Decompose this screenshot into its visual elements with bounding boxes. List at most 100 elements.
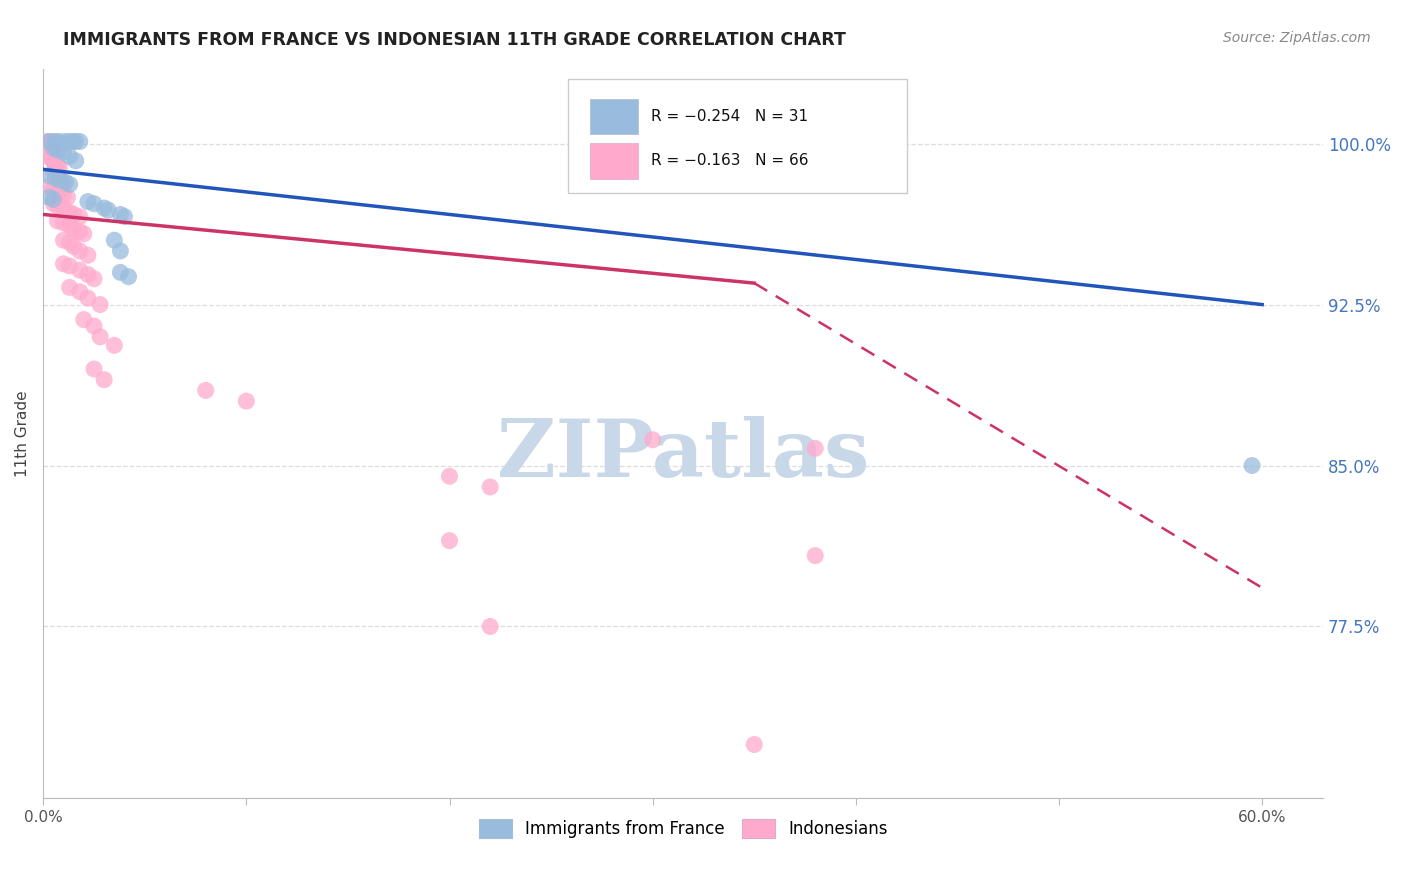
Point (62, 239, 84, 253)
Point (62, 222, 84, 236)
Bar (589, 99, 638, 134)
Point (89, 330, 111, 344)
Point (97, 203, 120, 218)
Point (804, 442, 827, 456)
Point (69, 135, 91, 149)
Point (52, 201, 75, 215)
Point (103, 233, 125, 247)
Point (83, 196, 105, 211)
Point (38, 190, 60, 204)
Point (73, 227, 96, 241)
Point (479, 480, 502, 494)
Point (59, 218, 82, 232)
Point (44, 156, 66, 170)
Point (439, 533, 461, 548)
Point (62, 207, 84, 221)
Point (46, 145, 69, 160)
Point (77, 194, 100, 209)
Point (59, 205, 82, 219)
Point (59, 280, 82, 294)
Point (65, 135, 87, 149)
Point (48, 135, 70, 149)
Text: Source: ZipAtlas.com: Source: ZipAtlas.com (1223, 31, 1371, 45)
Point (59, 235, 82, 250)
Bar (589, 144, 638, 178)
Point (48, 171, 70, 186)
Point (59, 178, 82, 192)
Text: IMMIGRANTS FROM FRANCE VS INDONESIAN 11TH GRADE CORRELATION CHART: IMMIGRANTS FROM FRANCE VS INDONESIAN 11T… (63, 31, 846, 49)
Point (46, 184, 69, 198)
Point (44, 167, 66, 181)
Point (194, 384, 217, 398)
Text: R = −0.163   N = 66: R = −0.163 N = 66 (651, 153, 808, 169)
Point (103, 338, 125, 352)
Point (69, 244, 91, 258)
Point (62, 135, 84, 149)
Point (110, 207, 132, 221)
Point (110, 265, 132, 279)
Point (479, 619, 502, 633)
Point (110, 244, 132, 258)
Point (641, 433, 664, 447)
Point (93, 373, 115, 387)
Point (114, 210, 136, 224)
Point (46, 169, 69, 183)
Point (44, 171, 66, 186)
Point (235, 394, 257, 409)
Point (93, 201, 115, 215)
Point (117, 269, 139, 284)
Point (38, 135, 60, 149)
Point (77, 291, 100, 305)
Point (38, 135, 60, 149)
Point (42, 193, 65, 207)
Point (77, 268, 100, 282)
Point (52, 257, 75, 271)
Point (89, 297, 111, 311)
Point (48, 160, 70, 174)
Y-axis label: 11th Grade: 11th Grade (15, 390, 30, 476)
Point (69, 225, 91, 239)
Point (37, 135, 59, 149)
Point (52, 175, 75, 189)
Point (42, 196, 65, 211)
Point (56, 190, 79, 204)
Point (77, 248, 100, 262)
Point (44, 135, 66, 149)
Point (69, 263, 91, 277)
Point (439, 469, 461, 483)
Point (1240, 458, 1263, 473)
Point (42, 141, 65, 155)
Point (38, 149, 60, 163)
Point (48, 173, 70, 187)
Point (46, 199, 69, 213)
Point (51, 173, 73, 187)
Point (83, 272, 105, 286)
Point (38, 179, 60, 194)
Point (55, 135, 77, 149)
Point (42, 153, 65, 168)
Point (742, 738, 765, 752)
Point (59, 149, 82, 163)
Legend: Immigrants from France, Indonesians: Immigrants from France, Indonesians (472, 812, 894, 845)
Point (59, 259, 82, 273)
Text: R = −0.254   N = 31: R = −0.254 N = 31 (651, 109, 808, 124)
Point (42, 164, 65, 178)
Point (73, 312, 96, 326)
Point (65, 153, 87, 168)
Point (69, 210, 91, 224)
Point (59, 135, 82, 149)
Point (41, 152, 63, 166)
Point (52, 145, 75, 160)
Point (52, 216, 75, 230)
Point (42, 143, 65, 157)
Point (38, 141, 60, 155)
Point (804, 549, 827, 563)
Point (83, 362, 105, 376)
Point (69, 285, 91, 299)
Point (52, 233, 75, 247)
Point (46, 143, 69, 157)
Point (55, 175, 77, 189)
FancyBboxPatch shape (568, 79, 907, 193)
Point (46, 214, 69, 228)
Point (38, 169, 60, 183)
